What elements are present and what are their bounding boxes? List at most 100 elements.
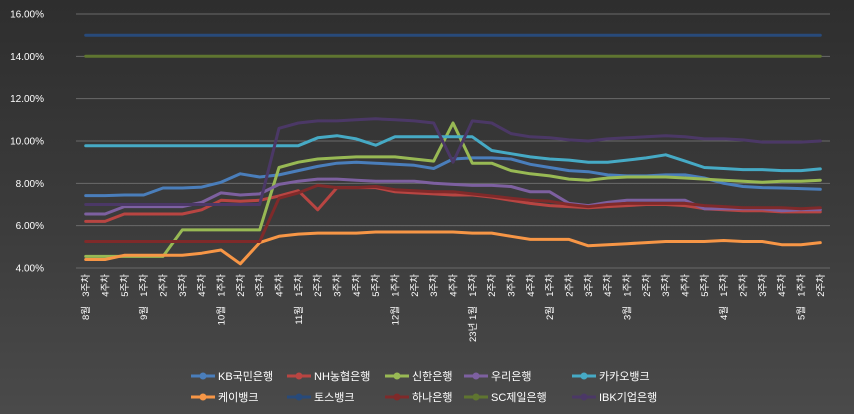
x-tick-label-week: 5주차 — [370, 274, 382, 297]
x-tick-label-week: 1주차 — [467, 274, 479, 297]
x-tick-label-week: 4주차 — [448, 274, 460, 297]
x-tick-label: 4주차 — [776, 274, 788, 297]
series-line-10 — [84, 117, 822, 206]
x-tick-label-week: 1주차 — [622, 274, 634, 297]
x-tick-label: 5주차 — [370, 274, 382, 297]
legend-label: 신한은행 — [412, 370, 452, 383]
y-axis-tick-labels: 4.00% 6.00% 8.00% 10.00% 12.00% 14.00% 16.00% — [10, 10, 44, 275]
x-tick-label: 2주차 — [158, 274, 170, 297]
x-tick-label: 2주차 — [641, 274, 653, 297]
x-tick-label-week: 3주차 — [254, 274, 266, 297]
x-tick-label: 4주차 — [602, 274, 614, 297]
x-tick-label: 3주차 8월 — [80, 274, 92, 320]
x-tick-label-week: 1주차 — [293, 274, 305, 297]
legend-label: 카카오뱅크 — [599, 370, 650, 383]
x-tick-label-week: 1주차 — [796, 274, 808, 297]
x-tick-label-month: 12월 — [390, 306, 402, 325]
legend-marker — [393, 393, 401, 401]
x-tick-label-month: 4월 — [718, 306, 730, 320]
series-line-4 — [84, 177, 822, 216]
x-tick-label-week: 1주차 — [390, 274, 402, 297]
series-line-8 — [84, 183, 822, 243]
legend-label: IBK기업은행 — [599, 391, 657, 404]
x-tick-label-week: 3주차 — [332, 274, 344, 297]
x-tick-label: 3주차 — [332, 274, 344, 297]
x-tick-label: 3주차 — [428, 274, 440, 297]
x-tick-label-month: 8월 — [80, 306, 92, 320]
x-tick-label: 4주차 — [100, 274, 112, 297]
legend-marker — [580, 393, 588, 401]
x-tick-label: 4주차 — [274, 274, 286, 297]
x-tick-label: 4주차 — [448, 274, 460, 297]
x-tick-label-week: 2주차 — [738, 274, 750, 297]
x-tick-label: 4주차 — [680, 274, 692, 297]
legend-marker — [472, 372, 480, 380]
x-tick-label: 1주차 4월 — [718, 274, 730, 320]
x-tick-label: 5주차 — [699, 274, 711, 297]
x-tick-label: 2주차 — [409, 274, 421, 297]
legend-label: KB국민은행 — [218, 370, 273, 383]
x-tick-label-month: 9월 — [138, 306, 150, 320]
x-tick-label-week: 4주차 — [196, 274, 208, 297]
x-tick-label: 1주차 9월 — [138, 274, 150, 320]
series-line-5 — [84, 134, 822, 173]
y-tick-label: 12.00% — [10, 94, 44, 105]
x-tick-label-week: 2주차 — [641, 274, 653, 297]
x-tick-label-week: 5주차 — [699, 274, 711, 297]
x-tick-label-week: 3주차 — [177, 274, 189, 297]
y-tick-label: 14.00% — [10, 52, 44, 63]
x-tick-label-week: 2주차 — [158, 274, 170, 297]
x-tick-label: 2주차 — [564, 274, 576, 297]
x-tick-label-week: 4주차 — [351, 274, 363, 297]
x-tick-label-month: 23년 1월 — [467, 306, 479, 342]
x-tick-label-week: 3주차 — [428, 274, 440, 297]
x-tick-label: 2주차 — [815, 274, 827, 297]
x-tick-label: 1주차 3월 — [622, 274, 634, 320]
x-tick-label: 4주차 — [196, 274, 208, 297]
x-tick-label-month: 5월 — [796, 306, 808, 320]
x-tick-label: 1주차 2월 — [544, 274, 556, 320]
legend-label: 케이뱅크 — [218, 391, 258, 404]
x-tick-label-week: 4주차 — [680, 274, 692, 297]
x-tick-label: 2주차 — [235, 274, 247, 297]
x-tick-label: 3주차 — [254, 274, 266, 297]
x-tick-label: 4주차 — [525, 274, 537, 297]
x-tick-label-week: 4주차 — [100, 274, 112, 297]
x-tick-label: 5주차 — [119, 274, 131, 297]
legend-marker — [199, 393, 207, 401]
x-tick-label-month: 10월 — [216, 306, 228, 325]
legend-label: NH농협은행 — [314, 370, 370, 383]
legend-label: 토스뱅크 — [314, 391, 354, 404]
legend-label: 우리은행 — [491, 370, 531, 383]
legend-marker — [472, 393, 480, 401]
x-tick-label-week: 1주차 — [544, 274, 556, 297]
y-tick-label: 10.00% — [10, 137, 44, 148]
x-tick-label: 1주차 23년 1월 — [467, 274, 479, 342]
x-tick-label-week: 1주차 — [138, 274, 150, 297]
x-tick-label: 3주차 — [506, 274, 518, 297]
x-tick-label-week: 2주차 — [312, 274, 324, 297]
y-tick-label: 6.00% — [16, 221, 44, 232]
x-tick-label-week: 3주차 — [660, 274, 672, 297]
x-tick-label-week: 3주차 — [80, 274, 92, 297]
x-tick-label-week: 4주차 — [602, 274, 614, 297]
x-tick-label-week: 1주차 — [718, 274, 730, 297]
x-tick-label-week: 2주차 — [564, 274, 576, 297]
x-tick-label: 2주차 — [486, 274, 498, 297]
x-tick-label-month: 3월 — [622, 306, 634, 320]
x-tick-label: 3주차 — [177, 274, 189, 297]
series-line-3 — [84, 121, 822, 258]
legend-label: 하나은행 — [412, 390, 452, 404]
x-tick-label-week: 4주차 — [776, 274, 788, 297]
legend-marker — [295, 372, 303, 380]
x-tick-label: 2주차 — [312, 274, 324, 297]
x-tick-label: 3주차 — [660, 274, 672, 297]
x-tick-label-week: 1주차 — [216, 274, 228, 297]
x-tick-label-week: 2주차 — [409, 274, 421, 297]
legend-marker — [199, 372, 207, 380]
x-tick-label: 3주차 — [757, 274, 769, 297]
